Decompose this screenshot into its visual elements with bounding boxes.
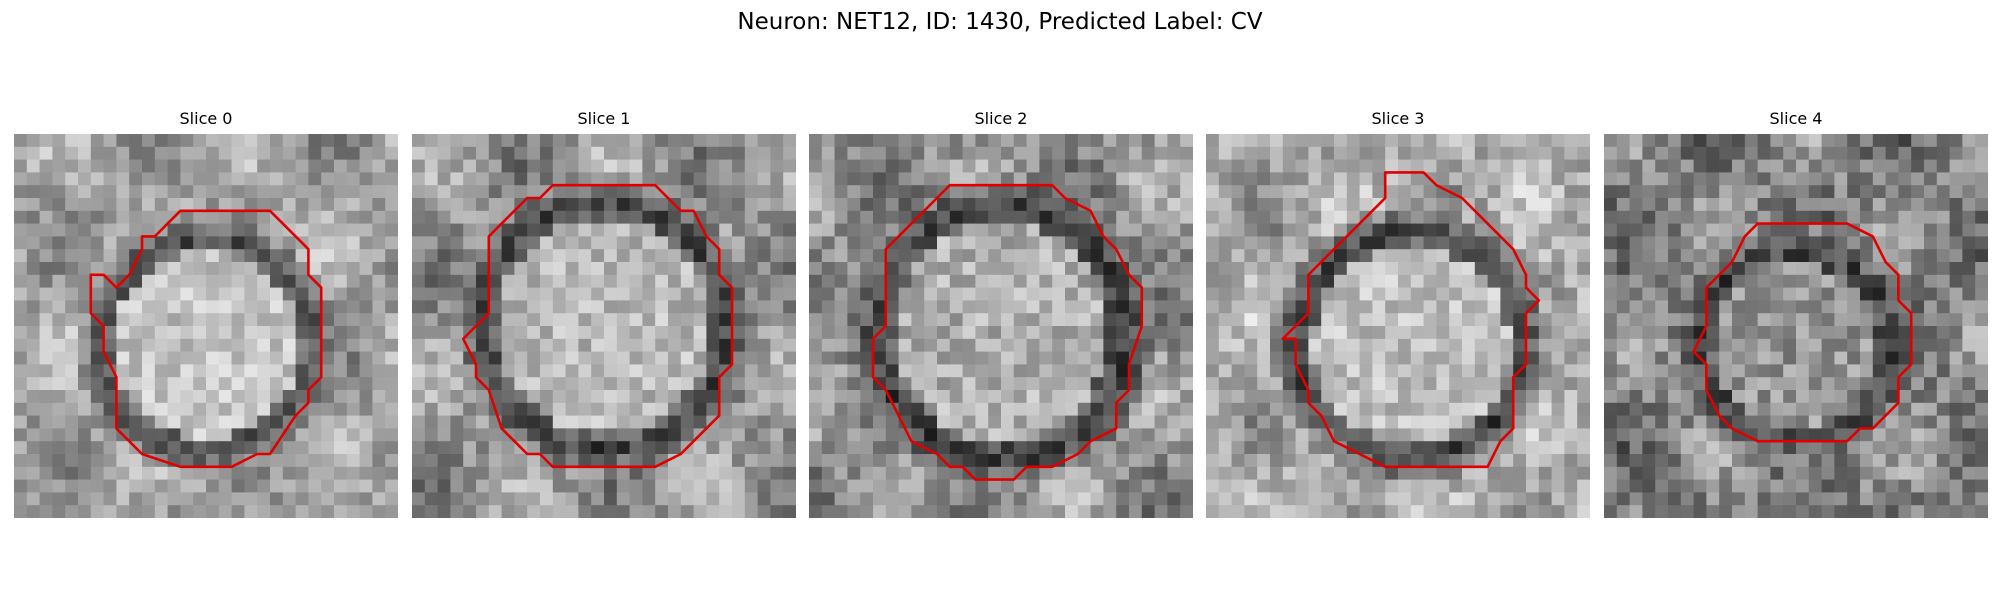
- figure-title: Neuron: NET12, ID: 1430, Predicted Label…: [737, 9, 1263, 35]
- slice-title: Slice 0: [179, 109, 233, 128]
- slice-title: Slice 2: [974, 109, 1028, 128]
- pixel-grid: [1206, 134, 1590, 518]
- segmentation-contour: [1281, 171, 1541, 469]
- segmentation-contour: [871, 183, 1144, 481]
- segmentation-contour: [1692, 222, 1913, 443]
- slice-image: [14, 134, 398, 518]
- slice-title: Slice 4: [1769, 109, 1823, 128]
- segmentation-contour: [89, 209, 323, 469]
- pixel-grid: [412, 134, 796, 518]
- slice-panel: Slice 3: [1206, 108, 1590, 518]
- slice-panel: Slice 1: [412, 108, 796, 518]
- slice-image: [1206, 134, 1590, 518]
- slice-title: Slice 3: [1371, 109, 1425, 128]
- pixel-grid: [809, 134, 1193, 518]
- pixel-grid: [14, 134, 398, 518]
- slice-panel: Slice 2: [809, 108, 1193, 518]
- slice-title: Slice 1: [577, 109, 631, 128]
- slice-panel: Slice 0: [14, 108, 398, 518]
- pixel-grid: [1604, 134, 1988, 518]
- slice-image: [412, 134, 796, 518]
- slice-image: [809, 134, 1193, 518]
- slice-panel: Slice 4: [1604, 108, 1988, 518]
- slice-image: [1604, 134, 1988, 518]
- segmentation-contour: [461, 183, 734, 469]
